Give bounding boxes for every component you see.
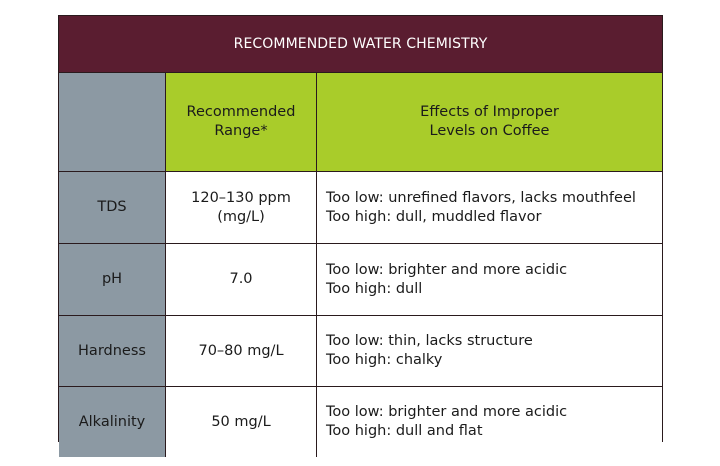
effect-too-high: Too high: dull: [326, 280, 423, 297]
header-effects-line: Levels on Coffee: [429, 123, 550, 139]
range-line: 120–130 ppm: [191, 189, 291, 206]
effects-alkalinity: Too low: brighter and more acidic Too hi…: [317, 387, 662, 457]
table-title: RECOMMENDED WATER CHEMISTRY: [59, 16, 662, 72]
effects-ph: Too low: brighter and more acidic Too hi…: [317, 244, 662, 315]
row-label-hardness: Hardness: [59, 316, 165, 386]
range-ph: 7.0: [166, 244, 316, 315]
range-line: (mg/L): [217, 208, 265, 225]
range-tds: 120–130 ppm (mg/L): [166, 172, 316, 243]
range-line: 7.0: [229, 271, 253, 287]
effect-too-low: Too low: thin, lacks structure: [326, 333, 533, 349]
row-label-ph: pH: [59, 244, 165, 315]
effect-too-low: Too low: unrefined flavors, lacks mouthf…: [326, 189, 636, 206]
row-label-tds: TDS: [59, 172, 165, 243]
corner-cell: [59, 73, 165, 171]
row-label-alkalinity: Alkalinity: [59, 387, 165, 457]
header-recommended-range: Recommended Range*: [166, 73, 316, 171]
header-range-line: Range*: [214, 123, 268, 139]
header-effects: Effects of Improper Levels on Coffee: [317, 73, 662, 171]
range-line: 70–80 mg/L: [198, 342, 284, 359]
header-range-line: Recommended: [186, 104, 296, 120]
effect-too-high: Too high: chalky: [326, 352, 443, 368]
effect-too-low: Too low: brighter and more acidic: [326, 404, 568, 420]
effect-too-high: Too high: dull, muddled flavor: [326, 208, 542, 225]
effect-too-high: Too high: dull and flat: [326, 423, 483, 439]
range-hardness: 70–80 mg/L: [166, 316, 316, 386]
header-effects-line: Effects of Improper: [420, 104, 559, 120]
effects-hardness: Too low: thin, lacks structure Too high:…: [317, 316, 662, 386]
table-grid: Recommended Range* Effects of Improper L…: [59, 73, 662, 457]
range-alkalinity: 50 mg/L: [166, 387, 316, 457]
water-chemistry-table: RECOMMENDED WATER CHEMISTRY Recommended …: [58, 15, 663, 457]
effect-too-low: Too low: brighter and more acidic: [326, 261, 568, 278]
effects-tds: Too low: unrefined flavors, lacks mouthf…: [317, 172, 662, 243]
range-line: 50 mg/L: [211, 413, 271, 430]
